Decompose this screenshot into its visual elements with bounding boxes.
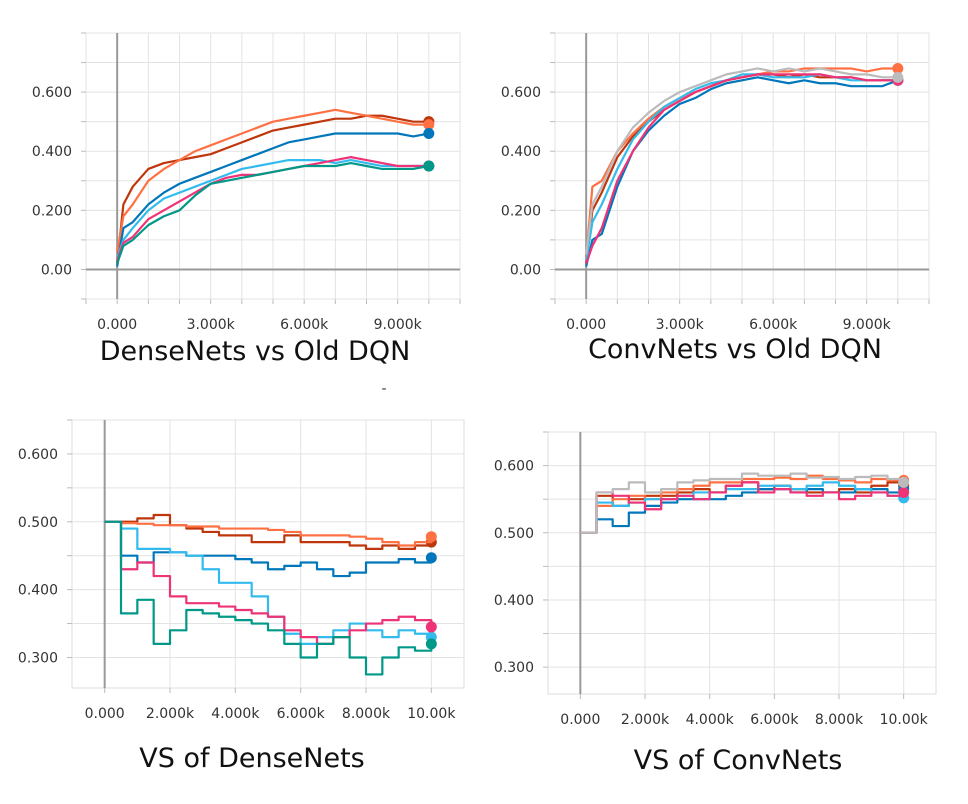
series-end-point-2 [423,119,435,131]
series-end-point-2 [892,62,904,74]
stray-mark: - [381,381,386,397]
x-tick-label: 6.000k [749,317,798,333]
x-tick-label: 2.000k [621,712,670,728]
series-line-6 [104,520,433,676]
chart-title: VS of DenseNets [139,743,364,774]
chart-panel-4: 0.000 2.000k 4.000k 6.000k 8.000k 10.00k 0.300… [494,431,937,776]
x-tick-label: 8.000k [342,706,391,722]
series-end-point-3 [425,552,437,564]
y-tick-label: 0.600 [494,459,534,475]
series-line-3 [585,76,899,267]
y-tick-label: 0.500 [18,515,58,531]
y-tick-label: 0.400 [501,144,541,160]
y-tick-label: 0.600 [501,85,541,101]
series-end-point-5 [898,486,910,498]
x-tick-label: 3.000k [656,317,705,333]
x-tick-label: 0.000 [85,706,125,722]
y-tick-label: 0.300 [18,650,58,666]
series-line-3 [104,520,433,578]
x-tick-label: 6.000k [280,317,329,333]
series-line-5 [580,481,905,534]
x-tick-label: 4.000k [211,706,260,722]
series-line-2 [116,108,429,252]
series-end-point-5 [425,621,437,633]
series-end-point-2 [425,531,437,543]
y-tick-label: 0.200 [501,203,541,219]
series-line-4 [585,73,898,261]
series-line-3 [580,488,905,534]
series-line-2 [104,520,433,547]
series-line-1 [104,513,433,551]
series-end-point-6 [898,476,910,488]
chart-title: ConvNets vs Old DQN [588,334,882,365]
series-line-6 [585,67,898,255]
series-line-2 [580,474,904,534]
series-line-6 [116,161,430,264]
x-tick-label: 0.000 [97,317,137,333]
series-line-4 [116,158,429,258]
series-line-5 [104,520,433,645]
y-tick-label: 0.500 [494,526,534,542]
x-tick-label: 0.000 [566,317,606,333]
y-tick-label: 0.00 [41,262,72,278]
x-tick-label: 9.000k [843,317,892,333]
y-tick-label: 0.400 [494,593,534,609]
y-tick-label: 0.400 [32,144,72,160]
series-end-point-6 [423,160,435,172]
chart-panel-2: 0.000 3.000k 6.000k 9.000k 0.00 0.200 0.400 0.6… [501,32,930,365]
y-tick-label: 0.600 [32,85,72,101]
series-end-point-6 [892,71,904,83]
x-tick-label: 9.000k [374,317,423,333]
x-tick-label: 10.00k [407,706,456,722]
y-tick-label: 0.400 [18,583,58,599]
series-line-3 [116,132,430,267]
x-tick-label: 2.000k [146,706,195,722]
series-line-5 [585,73,898,264]
x-tick-label: 10.00k [880,712,929,728]
chart-title: DenseNets vs Old DQN [100,336,411,367]
chart-panel-3: 0.000 2.000k 4.000k 6.000k 8.000k 10.00k 0.300… [18,419,465,774]
x-tick-label: 0.000 [560,712,600,728]
x-tick-label: 6.000k [277,706,326,722]
plot-frame [547,431,937,695]
chart-title: VS of ConvNets [634,745,843,776]
y-tick-label: 0.00 [510,262,541,278]
chart-panel-1: 0.000 3.000k 6.000k 9.000k 0.00 0.200 0.400 0.6… [32,32,461,367]
x-tick-label: 3.000k [187,317,236,333]
x-tick-label: 8.000k [815,712,864,728]
series-line-1 [116,114,429,264]
series-end-point-3 [423,127,435,139]
series-end-point-6 [425,638,437,650]
y-tick-label: 0.300 [494,660,534,676]
y-tick-label: 0.200 [32,203,72,219]
series-line-6 [580,472,905,534]
x-tick-label: 4.000k [686,712,735,728]
x-tick-label: 6.000k [750,712,799,728]
y-tick-label: 0.600 [18,447,58,463]
